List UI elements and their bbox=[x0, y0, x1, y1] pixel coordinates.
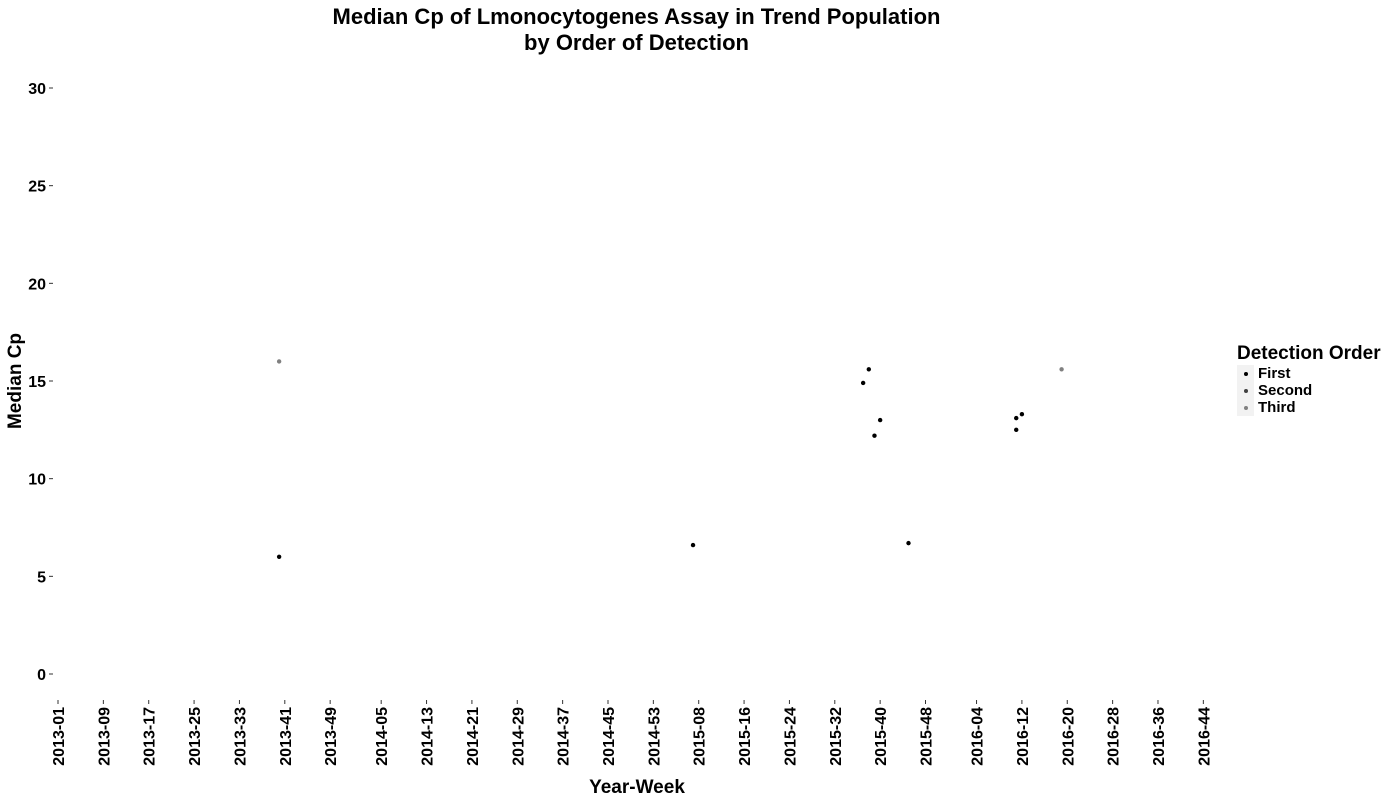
x-tick-label: 2014-29 bbox=[510, 707, 527, 766]
legend-key-second bbox=[1237, 382, 1254, 399]
data-point-first bbox=[1019, 412, 1025, 417]
x-tick-label: 2013-01 bbox=[51, 707, 68, 766]
x-tick-label: 2013-49 bbox=[323, 707, 340, 766]
y-axis-label: Median Cp bbox=[5, 332, 26, 430]
legend-label-second: Second bbox=[1258, 382, 1313, 399]
chart-title-line2: by Order of Detection bbox=[524, 30, 749, 55]
x-tick-label: 2013-09 bbox=[96, 707, 113, 766]
y-tick-label: 10 bbox=[28, 472, 46, 489]
y-tick-label: 15 bbox=[28, 374, 46, 391]
data-point-first bbox=[860, 380, 866, 386]
data-point-first bbox=[906, 540, 911, 546]
x-tick-label: 2013-25 bbox=[187, 707, 204, 766]
legend-dot-second bbox=[1244, 389, 1248, 393]
data-point-first bbox=[866, 367, 872, 372]
legend-title: Detection Order bbox=[1237, 343, 1381, 364]
x-tick-label: 2015-08 bbox=[692, 707, 709, 766]
y-tick-label: 25 bbox=[28, 179, 46, 196]
x-tick-label: 2014-21 bbox=[465, 707, 482, 766]
data-point-first bbox=[276, 554, 282, 559]
y-tick-label: 20 bbox=[28, 276, 46, 293]
y-tick-label: 5 bbox=[37, 569, 46, 586]
x-tick-label: 2016-20 bbox=[1060, 707, 1077, 766]
x-tick-label: 2016-36 bbox=[1151, 707, 1168, 766]
x-tick-label: 2016-12 bbox=[1015, 707, 1032, 766]
x-tick-label: 2013-17 bbox=[142, 707, 159, 766]
x-axis-label: Year-Week bbox=[589, 777, 685, 798]
legend-key-third bbox=[1237, 399, 1254, 416]
legend-key-first bbox=[1237, 365, 1254, 382]
chart-title-line1: Median Cp of Lmonocytogenes Assay in Tre… bbox=[332, 4, 941, 29]
x-tick-label: 2014-53 bbox=[646, 707, 663, 766]
data-points bbox=[276, 359, 1064, 559]
legend-item-second: Second bbox=[1237, 382, 1381, 399]
data-point-first bbox=[872, 433, 877, 438]
data-point-third bbox=[1059, 367, 1064, 372]
y-tick-label: 30 bbox=[28, 81, 46, 98]
x-tick-label: 2014-05 bbox=[374, 707, 391, 766]
x-tick-label: 2014-37 bbox=[556, 707, 573, 766]
x-tick-label: 2016-44 bbox=[1196, 707, 1213, 766]
legend-item-third: Third bbox=[1237, 399, 1381, 416]
x-tick-label: 2015-40 bbox=[873, 707, 890, 766]
data-point-first bbox=[690, 542, 696, 548]
data-point-first bbox=[1014, 415, 1019, 421]
data-point-third bbox=[276, 359, 282, 364]
chart-title: Median Cp of Lmonocytogenes Assay in Tre… bbox=[0, 4, 1273, 56]
data-point-first bbox=[1014, 427, 1019, 433]
y-axis: 0 5 10 15 20 25 30 bbox=[28, 81, 53, 684]
x-tick-label: 2013-41 bbox=[278, 707, 295, 766]
x-tick-label: 2015-24 bbox=[782, 707, 799, 766]
x-tick-label: 2016-28 bbox=[1106, 707, 1123, 766]
legend-item-first: First bbox=[1237, 365, 1381, 382]
x-tick-label: 2014-13 bbox=[420, 707, 437, 766]
x-tick-label: 2016-04 bbox=[970, 707, 987, 766]
x-axis: 2013-01 2013-09 2013-17 2013-25 2013-33 2013-… bbox=[51, 700, 1213, 766]
x-tick-label: 2013-33 bbox=[232, 707, 249, 766]
legend-label-first: First bbox=[1258, 365, 1291, 382]
x-tick-label: 2015-32 bbox=[828, 707, 845, 766]
legend-label-third: Third bbox=[1258, 399, 1296, 416]
legend-dot-first bbox=[1244, 372, 1248, 376]
y-tick-label: 0 bbox=[37, 667, 46, 684]
data-point-first bbox=[877, 417, 883, 423]
legend: Detection Order First Second Third bbox=[1237, 343, 1381, 416]
x-tick-label: 2015-48 bbox=[919, 707, 936, 766]
x-tick-label: 2015-16 bbox=[737, 707, 754, 766]
x-tick-label: 2014-45 bbox=[601, 707, 618, 766]
legend-dot-third bbox=[1244, 406, 1248, 410]
